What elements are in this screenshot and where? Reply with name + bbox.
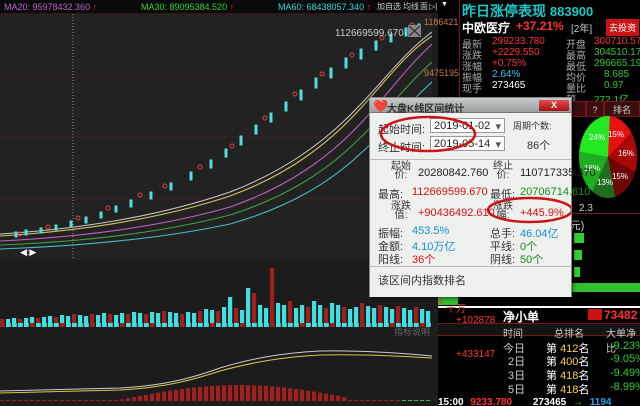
svg-text:13%: 13% [597, 178, 613, 187]
svg-text:112669599.670: 112669599.670 [335, 28, 404, 39]
svg-text:16%: 16% [618, 149, 634, 158]
svg-text:15%: 15% [612, 172, 628, 181]
svg-text:15%: 15% [608, 130, 624, 139]
svg-text:24%: 24% [589, 133, 605, 142]
